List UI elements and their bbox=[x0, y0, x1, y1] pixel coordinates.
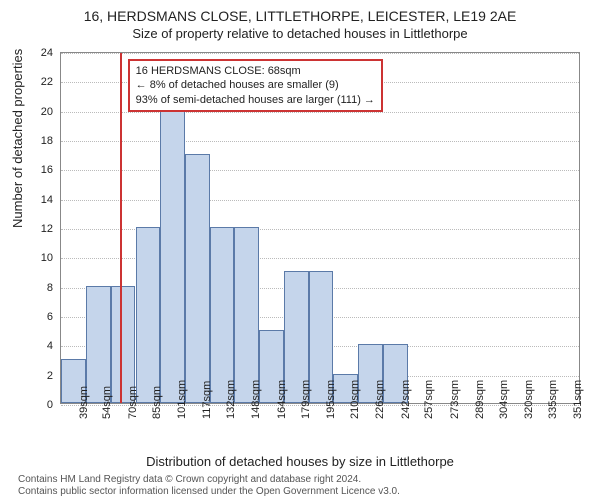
histogram-bar bbox=[136, 227, 161, 403]
x-tick-label: 210sqm bbox=[349, 380, 361, 419]
x-tick-label: 304sqm bbox=[498, 380, 510, 419]
reference-marker bbox=[120, 53, 122, 403]
x-tick-label: 70sqm bbox=[127, 386, 139, 419]
attribution-line: Contains public sector information licen… bbox=[18, 486, 590, 498]
x-tick-label: 257sqm bbox=[423, 380, 435, 419]
y-tick-label: 16 bbox=[25, 164, 53, 176]
plot-area: 02468101214161820222416 HERDSMANS CLOSE:… bbox=[60, 52, 580, 404]
chart-title-sub: Size of property relative to detached ho… bbox=[0, 24, 600, 41]
x-tick-label: 226sqm bbox=[374, 380, 386, 419]
y-tick-label: 24 bbox=[25, 47, 53, 59]
x-tick-label: 335sqm bbox=[547, 380, 559, 419]
y-tick-label: 22 bbox=[25, 76, 53, 88]
x-tick-label: 117sqm bbox=[201, 381, 213, 419]
x-tick-label: 148sqm bbox=[250, 380, 262, 419]
annotation-line: 16 HERDSMANS CLOSE: 68sqm bbox=[136, 64, 375, 78]
x-tick-label: 179sqm bbox=[300, 380, 312, 419]
histogram-bar bbox=[210, 227, 235, 403]
y-tick-label: 14 bbox=[25, 194, 53, 206]
gridline bbox=[61, 200, 579, 201]
gridline bbox=[61, 141, 579, 142]
chart-title-address: 16, HERDSMANS CLOSE, LITTLETHORPE, LEICE… bbox=[0, 0, 600, 24]
annotation-line: 93% of semi-detached houses are larger (… bbox=[136, 93, 375, 107]
x-tick-label: 273sqm bbox=[449, 380, 461, 419]
x-tick-label: 195sqm bbox=[325, 380, 337, 419]
x-tick-label: 39sqm bbox=[78, 386, 90, 419]
x-tick-label: 85sqm bbox=[151, 386, 163, 419]
y-tick-label: 10 bbox=[25, 252, 53, 264]
histogram-bar bbox=[234, 227, 259, 403]
annotation-line: ← 8% of detached houses are smaller (9) bbox=[136, 78, 375, 92]
y-tick-label: 8 bbox=[25, 282, 53, 294]
attribution-line: Contains HM Land Registry data © Crown c… bbox=[18, 474, 590, 486]
histogram-bar bbox=[160, 110, 185, 403]
x-tick-label: 242sqm bbox=[400, 380, 412, 419]
annotation-callout: 16 HERDSMANS CLOSE: 68sqm← 8% of detache… bbox=[128, 59, 383, 112]
gridline bbox=[61, 53, 579, 54]
x-axis-label: Distribution of detached houses by size … bbox=[0, 454, 600, 469]
x-tick-label: 164sqm bbox=[276, 380, 288, 419]
x-tick-label: 320sqm bbox=[523, 380, 535, 419]
y-tick-label: 6 bbox=[25, 311, 53, 323]
histogram-bar bbox=[185, 154, 210, 403]
y-axis-label: Number of detached properties bbox=[10, 49, 25, 228]
y-tick-label: 20 bbox=[25, 106, 53, 118]
y-tick-label: 4 bbox=[25, 340, 53, 352]
x-tick-label: 351sqm bbox=[572, 380, 584, 419]
x-tick-label: 132sqm bbox=[225, 380, 237, 419]
attribution-footer: Contains HM Land Registry data © Crown c… bbox=[18, 474, 590, 498]
x-tick-label: 289sqm bbox=[474, 380, 486, 419]
y-tick-label: 2 bbox=[25, 370, 53, 382]
y-tick-label: 0 bbox=[25, 399, 53, 411]
x-tick-label: 101sqm bbox=[176, 380, 188, 419]
y-tick-label: 18 bbox=[25, 135, 53, 147]
y-tick-label: 12 bbox=[25, 223, 53, 235]
gridline bbox=[61, 170, 579, 171]
x-tick-label: 54sqm bbox=[101, 386, 113, 419]
